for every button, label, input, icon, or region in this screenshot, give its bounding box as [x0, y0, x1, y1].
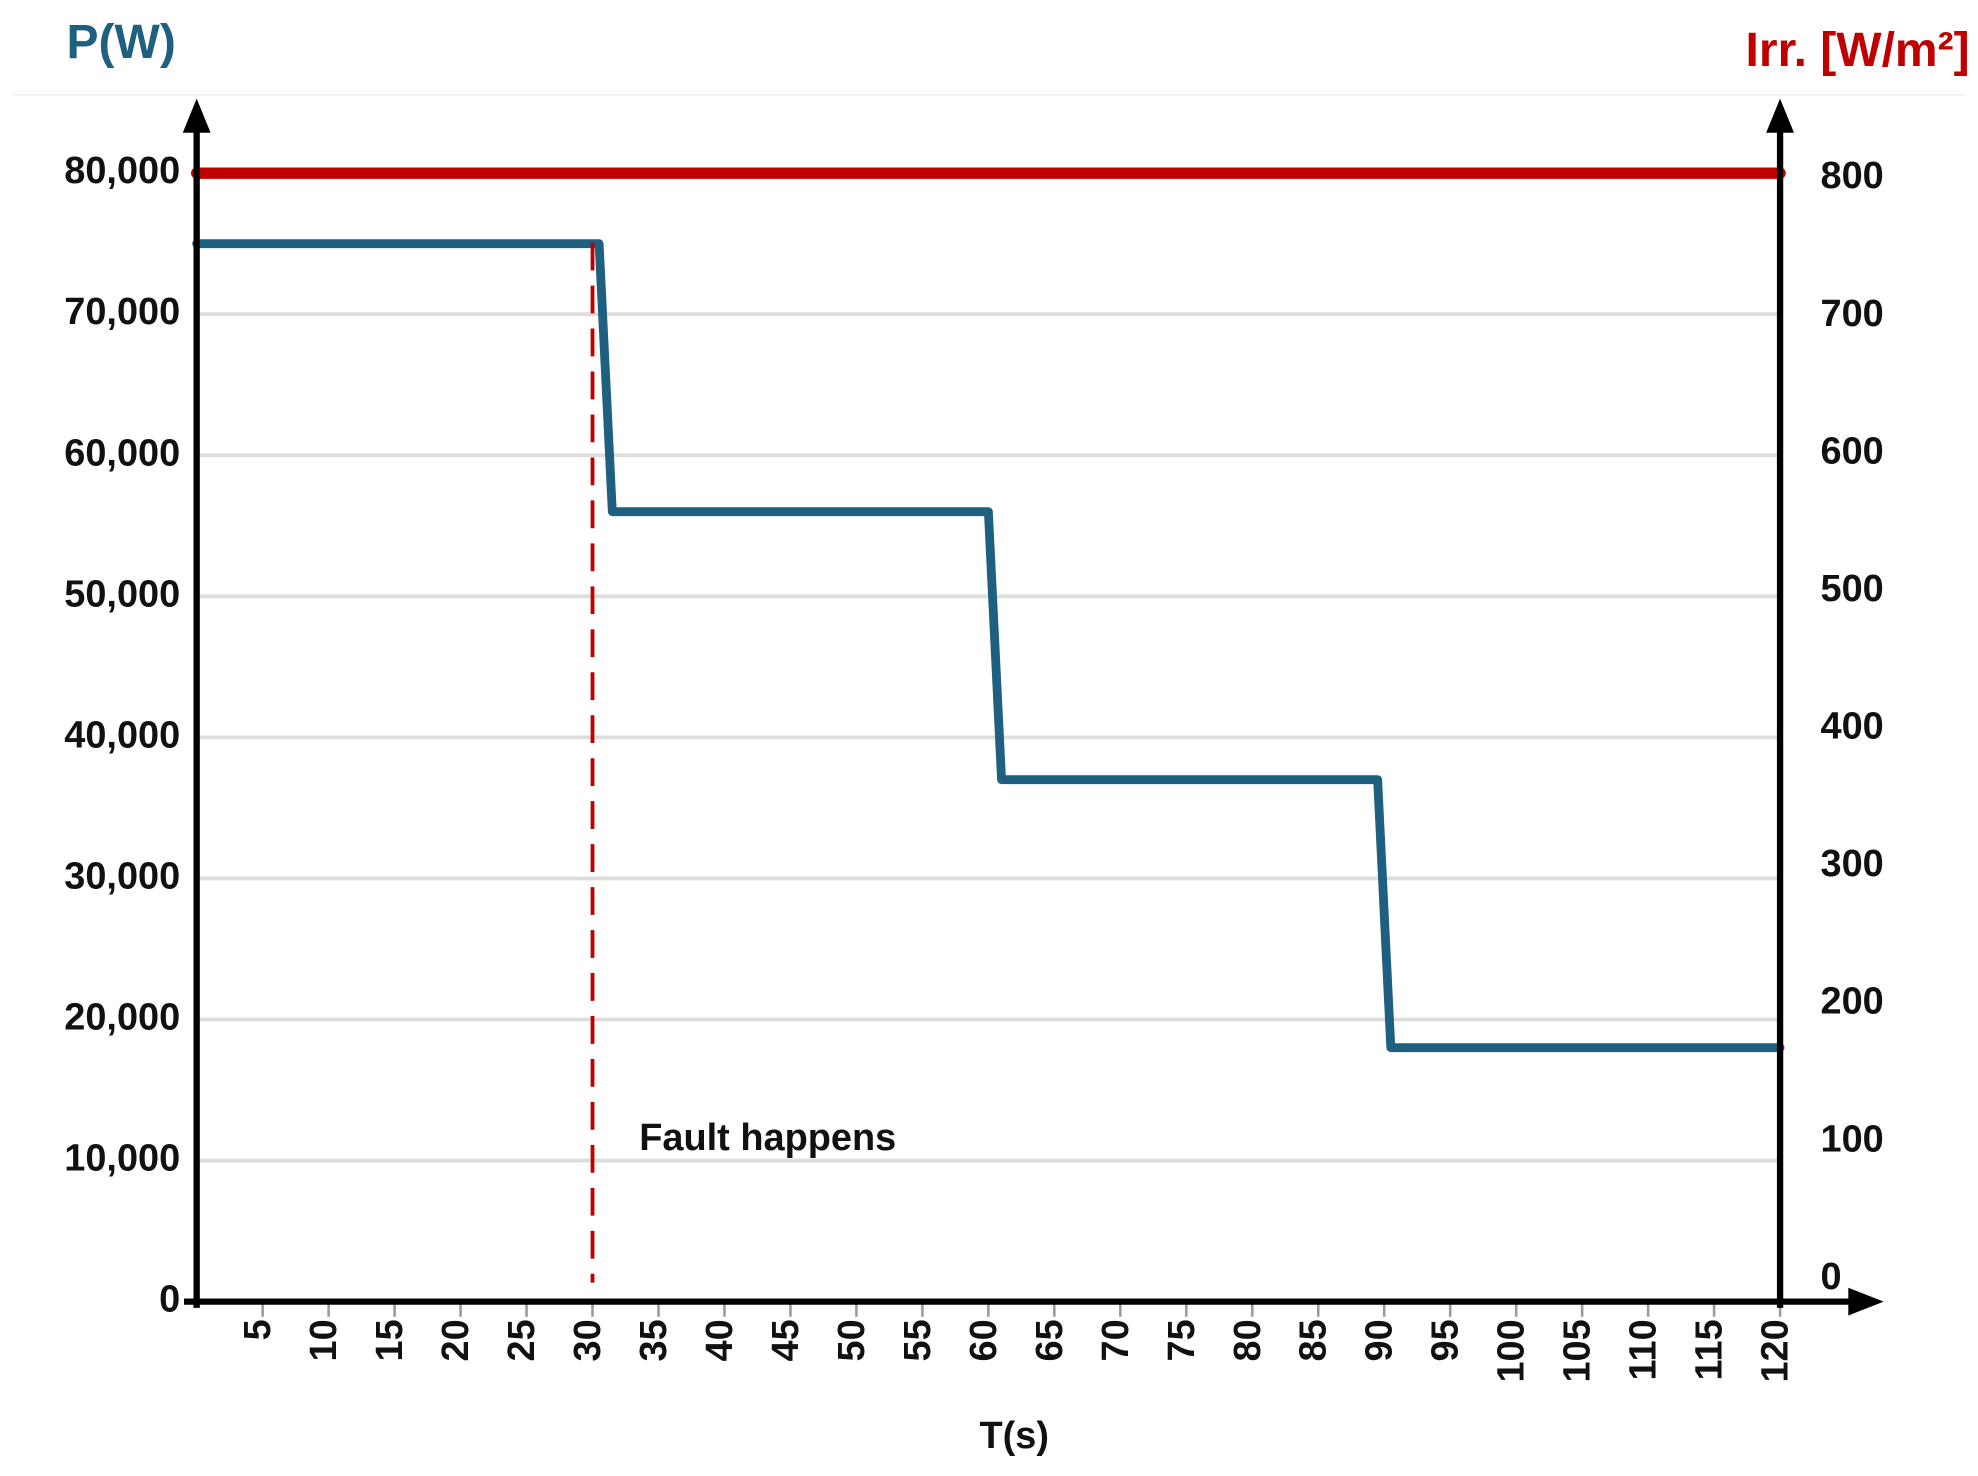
- x-tick-label: 70: [1095, 1319, 1137, 1361]
- y2-tick-label: 500: [1821, 568, 1884, 610]
- y-tick-label: 40,000: [64, 714, 180, 756]
- y-tick-label: 30,000: [64, 855, 180, 897]
- series-line: [192, 239, 1785, 1053]
- x-tick-label: 55: [897, 1319, 939, 1361]
- x-tick-label: 105: [1557, 1319, 1599, 1382]
- y2-axis-title: Irr. [W/m²]: [1746, 24, 1970, 77]
- x-tick-label: 45: [765, 1319, 807, 1361]
- axis-arrow: [1766, 98, 1794, 133]
- y-tick-label: 70,000: [64, 291, 180, 333]
- y2-tick-label: 100: [1821, 1118, 1884, 1160]
- axis-arrow: [1848, 1287, 1884, 1316]
- x-tick-label: 25: [501, 1319, 543, 1361]
- x-tick-label: 50: [831, 1319, 873, 1361]
- y-tick-label: 10,000: [64, 1138, 180, 1180]
- x-tick-label: 60: [963, 1319, 1005, 1361]
- x-tick-label: 30: [567, 1319, 609, 1361]
- y-tick-label: 20,000: [64, 997, 180, 1039]
- x-tick-label: 90: [1359, 1319, 1401, 1361]
- x-tick-label: 95: [1425, 1319, 1467, 1361]
- y2-tick-label: 300: [1821, 843, 1884, 885]
- x-tick-label: 100: [1491, 1319, 1533, 1382]
- y2-tick-label: 400: [1821, 706, 1884, 748]
- x-tick-label: 40: [699, 1319, 741, 1361]
- x-tick-label: 15: [369, 1319, 411, 1361]
- y-tick-label: 50,000: [64, 573, 180, 615]
- x-tick-label: 10: [303, 1319, 345, 1361]
- x-tick-label: 65: [1029, 1319, 1071, 1361]
- x-axis-title: T(s): [980, 1415, 1049, 1457]
- x-tick-label: 85: [1293, 1319, 1335, 1361]
- y2-tick-label: 200: [1821, 981, 1884, 1023]
- y-axis-title: P(W): [67, 16, 176, 69]
- y2-tick-label: 600: [1821, 430, 1884, 472]
- x-tick-label: 35: [633, 1319, 675, 1361]
- axis-arrow: [182, 98, 211, 133]
- y2-tick-label: 800: [1821, 155, 1884, 197]
- y2-tick-label: 0: [1821, 1256, 1842, 1298]
- y-tick-label: 80,000: [64, 150, 180, 192]
- x-tick-label: 80: [1227, 1319, 1269, 1361]
- x-tick-label: 110: [1623, 1319, 1665, 1380]
- y-tick-label: 0: [159, 1279, 180, 1321]
- x-tick-label: 5: [237, 1319, 279, 1340]
- y-tick-label: 60,000: [64, 432, 180, 474]
- y2-tick-label: 700: [1821, 293, 1884, 335]
- x-tick-label: 20: [435, 1319, 477, 1361]
- x-tick-label: 75: [1161, 1319, 1203, 1361]
- x-tick-label: 115: [1689, 1319, 1731, 1380]
- annotation: Fault happens: [639, 1117, 896, 1159]
- x-tick-label: 120: [1755, 1319, 1797, 1382]
